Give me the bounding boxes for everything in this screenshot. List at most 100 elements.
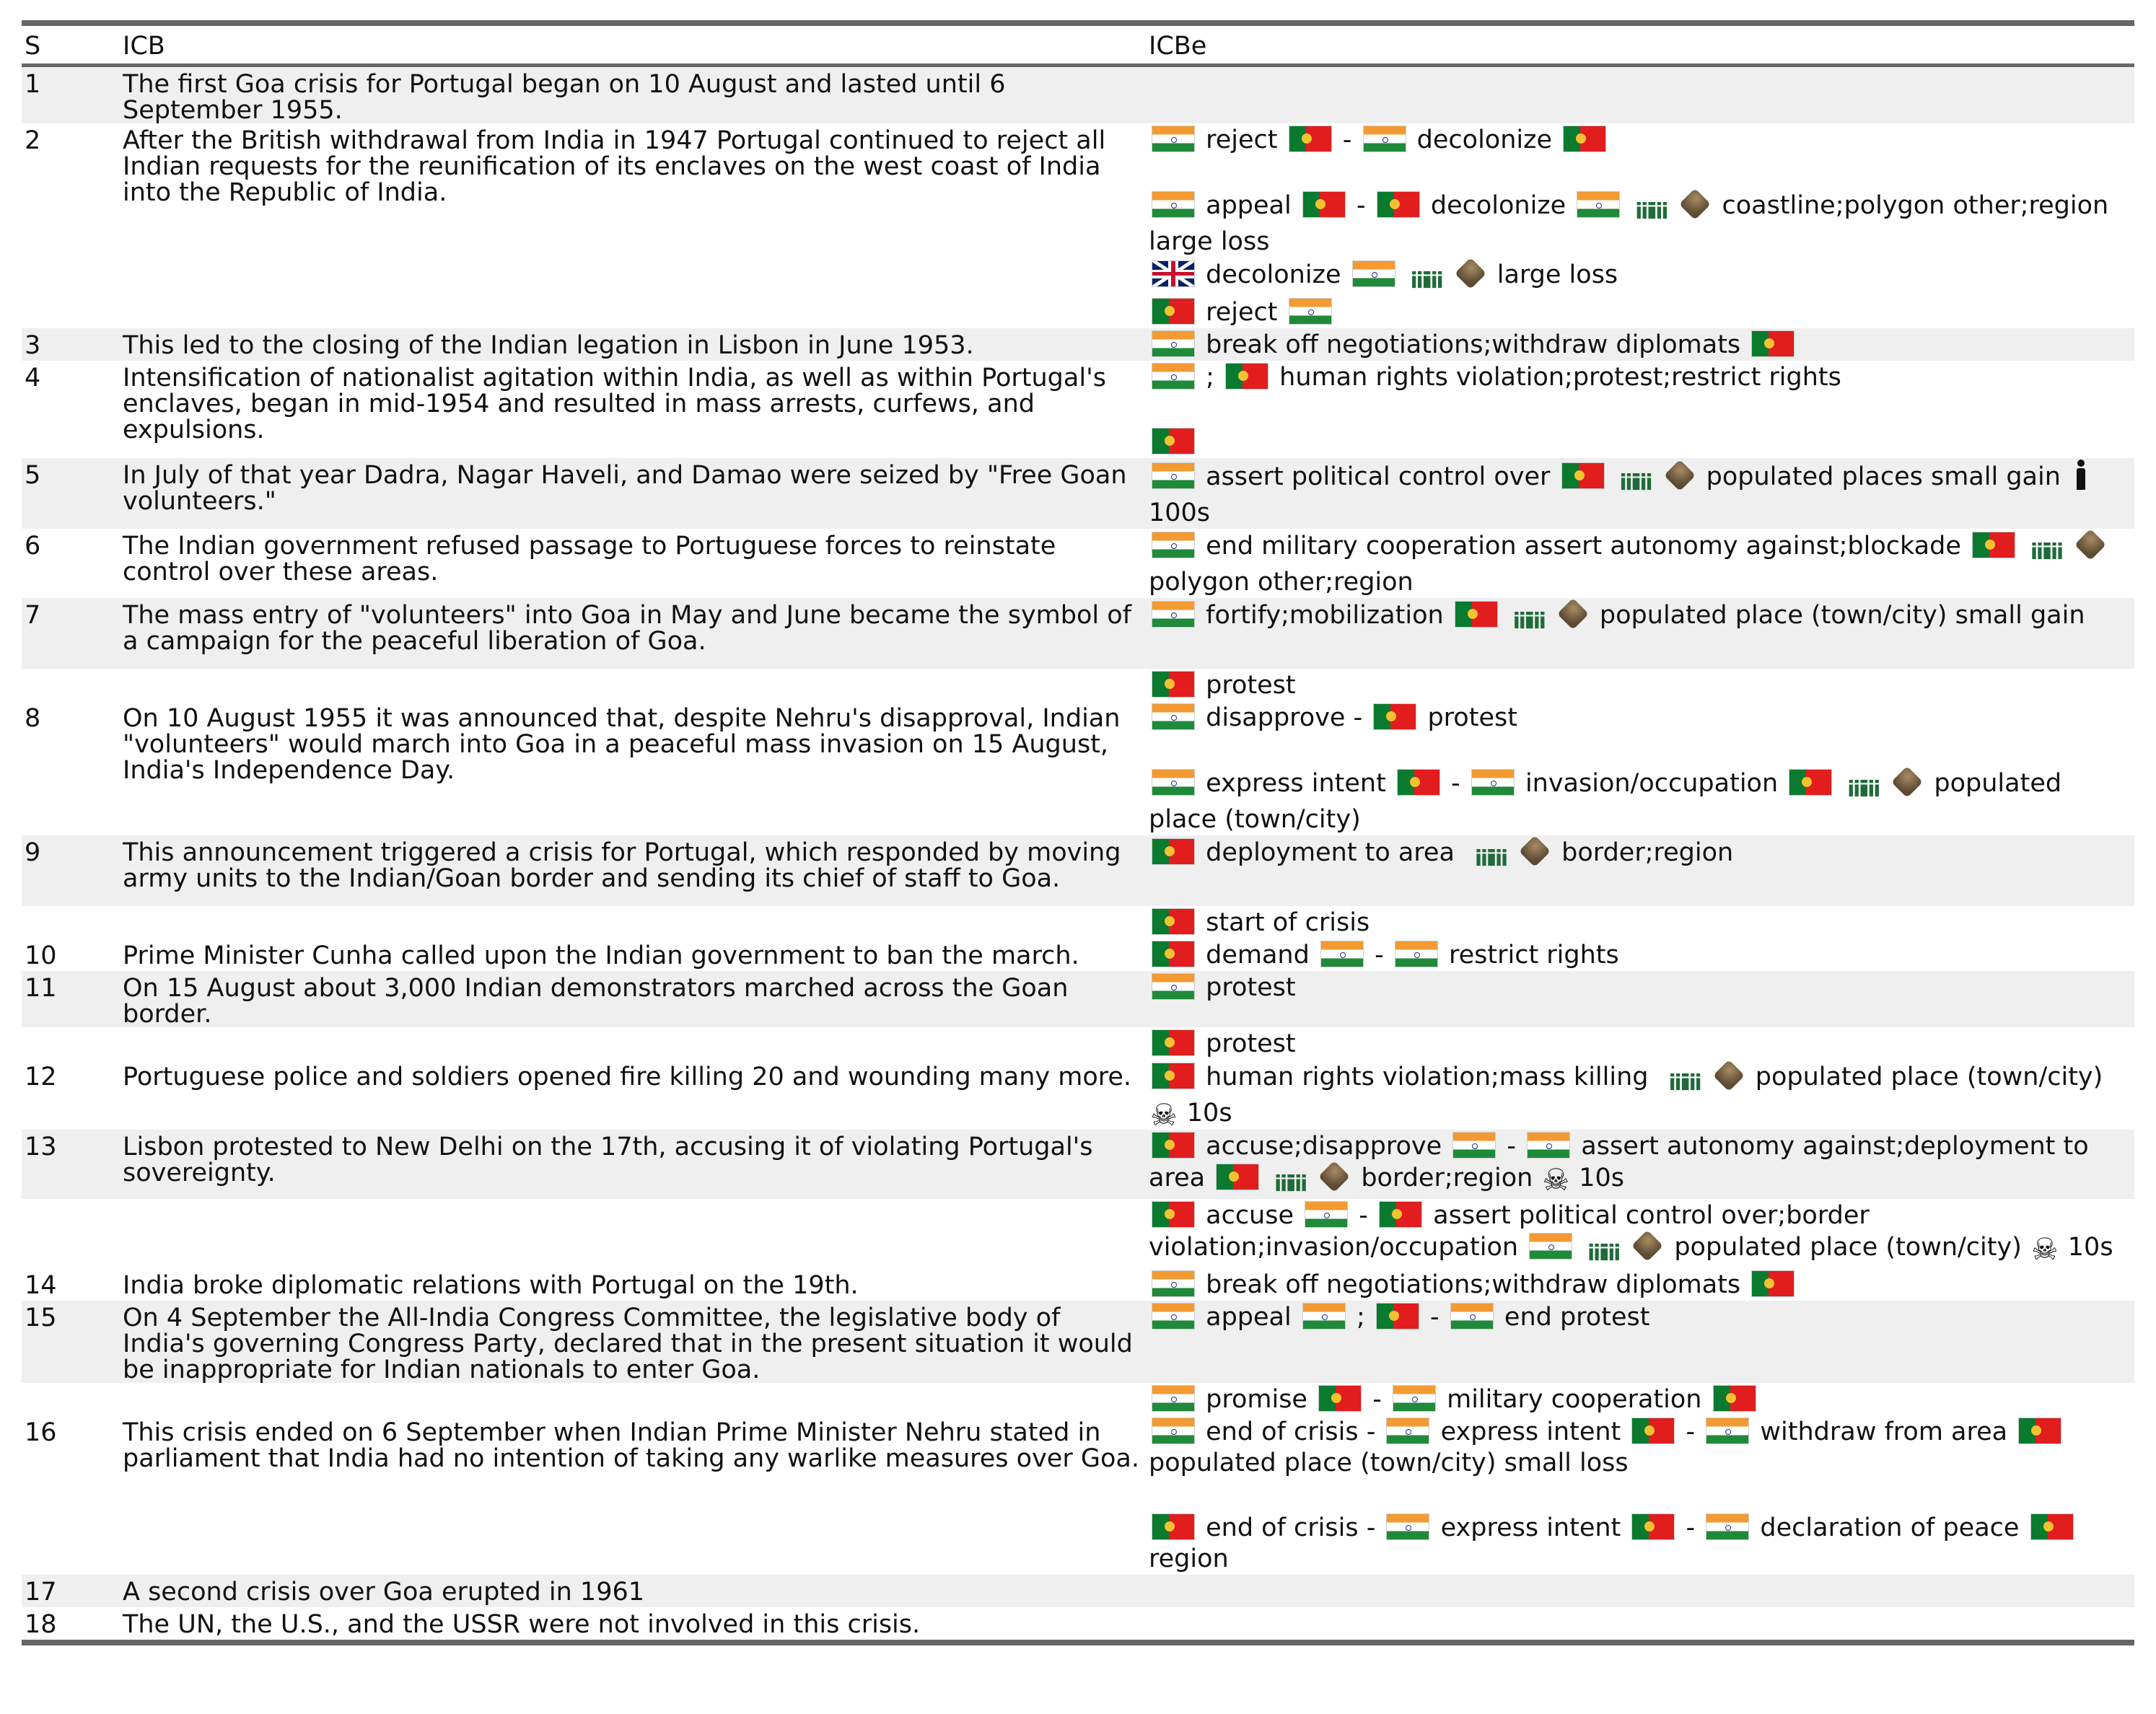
event-line: start of crisis [1149, 906, 2134, 939]
portugal-flag-icon [1152, 1063, 1195, 1089]
icb-icbe-table: S ICB ICBe 1 The first Goa crisis for Por… [22, 20, 2134, 1645]
portugal-flag-icon [1288, 126, 1332, 152]
india-flag-icon [1386, 1418, 1430, 1444]
event-line: protest [1149, 669, 2134, 701]
event-text: start of crisis [1198, 908, 1370, 937]
event-text: ; [1198, 363, 1223, 392]
india-flag-icon [1152, 1270, 1195, 1297]
event-gap [1149, 1479, 2134, 1511]
event-text: appeal [1198, 1303, 1300, 1332]
event-text: military cooperation [1438, 1385, 1710, 1414]
portugal-flag-icon [1751, 330, 1795, 357]
s-cell: 12 [25, 1063, 57, 1091]
portugal-flag-icon [1152, 838, 1195, 865]
person-icon [2073, 460, 2089, 490]
icb-cell: Portuguese police and soldiers opened fi… [123, 1063, 1132, 1091]
india-flag-icon [1529, 1233, 1573, 1260]
terrain-icon [1454, 257, 1486, 290]
portugal-flag-icon [1318, 1385, 1362, 1412]
portugal-flag-icon [1454, 601, 1498, 628]
table-row: 7 The mass entry of "volunteers" into Goa… [22, 597, 2134, 669]
event-text: - [1442, 769, 1468, 798]
event-line: fortify;mobilization ⅲⅲ populated place … [1149, 597, 2134, 636]
event-text: protest [1198, 671, 1296, 700]
event-gap [1149, 636, 2134, 669]
icbe-cell: protest [1149, 971, 2134, 1027]
india-flag-icon [1392, 1385, 1436, 1412]
icbe-cell: start of crisis [1149, 906, 2134, 939]
event-text: end protest [1496, 1303, 1650, 1332]
portugal-flag-icon [1152, 428, 1195, 454]
portugal-flag-icon [1152, 908, 1195, 935]
icbe-cell: protest [1149, 669, 2134, 701]
event-text: populated place (town/city) [1666, 1233, 2030, 1262]
table-row: 16 This crisis ended on 6 September when … [22, 1415, 2134, 1575]
portugal-flag-icon [2018, 1418, 2062, 1444]
event-text: - [1366, 941, 1392, 970]
event-text: - [1678, 1513, 1704, 1542]
event-text: assert political control over;border vio… [1149, 1201, 1870, 1262]
icbe-cell: accuse;disapprove - assert autonomy agai… [1149, 1130, 2134, 1199]
header-rule [22, 63, 2134, 67]
portugal-flag-icon [1152, 1201, 1195, 1228]
event-text: declaration of peace [1752, 1513, 2028, 1542]
event-line: reject [1149, 296, 2134, 328]
india-flag-icon [1320, 941, 1364, 967]
icbe-cell: protest [1149, 1027, 2134, 1060]
india-flag-icon [1152, 462, 1195, 489]
event-text: break off negotiations;withdraw diplomat… [1198, 330, 1749, 359]
india-flag-icon [1152, 532, 1195, 558]
icbe-cell [1149, 1607, 2134, 1640]
india-flag-icon [1152, 1303, 1195, 1330]
event-text: protest [1198, 973, 1296, 1002]
skull-icon: ☠ [2031, 1231, 2059, 1267]
portugal-flag-icon [1631, 1418, 1675, 1444]
event-line: appeal - decolonize ⅲⅲ coastline;polygon… [1149, 188, 2134, 258]
india-flag-icon [1577, 191, 1621, 218]
india-flag-icon [1450, 1303, 1494, 1330]
table-header: S ICB ICBe [22, 26, 2134, 63]
event-text: express intent [1432, 1418, 1629, 1446]
event-pre-block: protest [22, 1027, 2134, 1060]
event-text: border;region [1353, 1164, 1541, 1192]
portugal-flag-icon [1561, 462, 1605, 489]
icb-cell: This announcement triggered a crisis for… [123, 838, 1121, 893]
s-cell: 13 [25, 1133, 57, 1161]
event-text: coastline;polygon other;region large los… [1149, 191, 2109, 256]
india-flag-icon [1152, 769, 1195, 796]
event-text: break off negotiations;withdraw diplomat… [1198, 1270, 1749, 1299]
s-cell: 2 [25, 126, 41, 155]
portugal-flag-icon [1152, 1132, 1195, 1159]
india-flag-icon [1152, 330, 1195, 357]
skull-icon: ☠ [1542, 1162, 1570, 1197]
portugal-flag-icon [1152, 941, 1195, 967]
event-text: 100s [1149, 498, 1211, 527]
event-text: assert autonomy against;deployment to ar… [1149, 1132, 2089, 1192]
terrain-icon [1556, 597, 1589, 630]
event-gap [1149, 156, 2134, 188]
icbe-cell: deployment to area ⅲⅲ border;region [1149, 835, 2134, 906]
table-row: 10 Prime Minister Cunha called upon the I… [22, 939, 2134, 971]
event-text: reject [1198, 298, 1286, 327]
event-text: populated place (town/city) small loss [1149, 1449, 1629, 1477]
terrain-icon [1663, 459, 1696, 492]
india-flag-icon [1152, 703, 1195, 730]
india-flag-icon [1706, 1513, 1750, 1540]
icb-cell: A second crisis over Goa erupted in 1961 [123, 1578, 645, 1607]
portugal-flag-icon [1396, 769, 1440, 796]
terrain-icon [1712, 1059, 1745, 1092]
event-text: demand [1198, 941, 1318, 970]
s-cell [22, 1199, 123, 1268]
terrain-icon [1679, 188, 1712, 221]
event-line: deployment to area ⅲⅲ border;region [1149, 835, 2134, 874]
event-text: protest [1198, 1029, 1296, 1058]
icbe-cell: ; human rights violation;protest;restric… [1149, 361, 2134, 458]
s-cell: 16 [25, 1418, 57, 1447]
event-text: human rights violation;protest;restrict … [1271, 363, 1841, 392]
event-line: appeal ; - end protest [1149, 1301, 2134, 1333]
event-text: 10s [1178, 1099, 1232, 1128]
event-text: populated place (town/city) [1149, 769, 2062, 834]
india-flag-icon [1152, 1385, 1195, 1412]
soldiers-icon: ⅲⅲ [1619, 470, 1652, 496]
table-row: 17 A second crisis over Goa erupted in 19… [22, 1575, 2134, 1607]
